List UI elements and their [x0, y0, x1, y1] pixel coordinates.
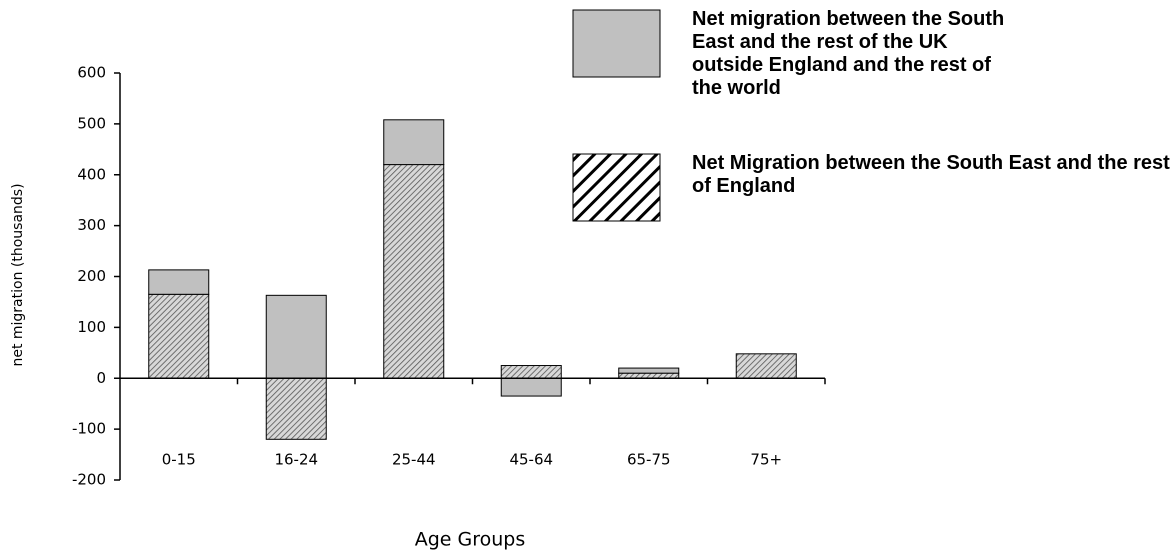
x-axis-label: Age Groups	[415, 529, 526, 551]
bar-segment	[383, 119, 445, 166]
bar-segment	[618, 367, 680, 374]
y-tick-label: 400	[77, 165, 106, 183]
bar-segment	[148, 293, 210, 379]
x-tick-label: 16-24	[274, 451, 318, 469]
x-tick-label: 65-75	[627, 451, 671, 469]
bar-segment	[500, 365, 562, 379]
bar-segment	[265, 377, 327, 440]
x-tick-label: 0-15	[162, 451, 196, 469]
y-axis-label: net migration (thousands)	[10, 183, 26, 366]
x-tick-label: 75+	[750, 451, 782, 469]
x-tick-label: 25-44	[392, 451, 436, 469]
bar-segment	[265, 294, 327, 379]
bar-segment	[735, 353, 797, 379]
y-tick-label: 300	[77, 216, 106, 234]
y-tick-label: 500	[77, 114, 106, 132]
y-tick-label: 600	[77, 64, 106, 82]
y-tick-label: 0	[96, 369, 106, 387]
y-tick-label: 200	[77, 267, 106, 285]
y-tick-label: 100	[77, 318, 106, 336]
bar-segment	[618, 372, 680, 379]
bar-segment	[148, 269, 210, 295]
legend-swatch	[572, 9, 661, 78]
bar-segment	[383, 164, 445, 379]
x-tick-label: 45-64	[509, 451, 553, 469]
y-tick-label: -200	[72, 471, 106, 489]
legend-swatch	[572, 153, 661, 222]
y-tick-label: -100	[72, 420, 106, 438]
legend-label: Net migration between the South East and…	[692, 8, 1005, 99]
bar-segment	[500, 377, 562, 397]
legend-label: Net Migration between the South East and…	[692, 152, 1170, 197]
